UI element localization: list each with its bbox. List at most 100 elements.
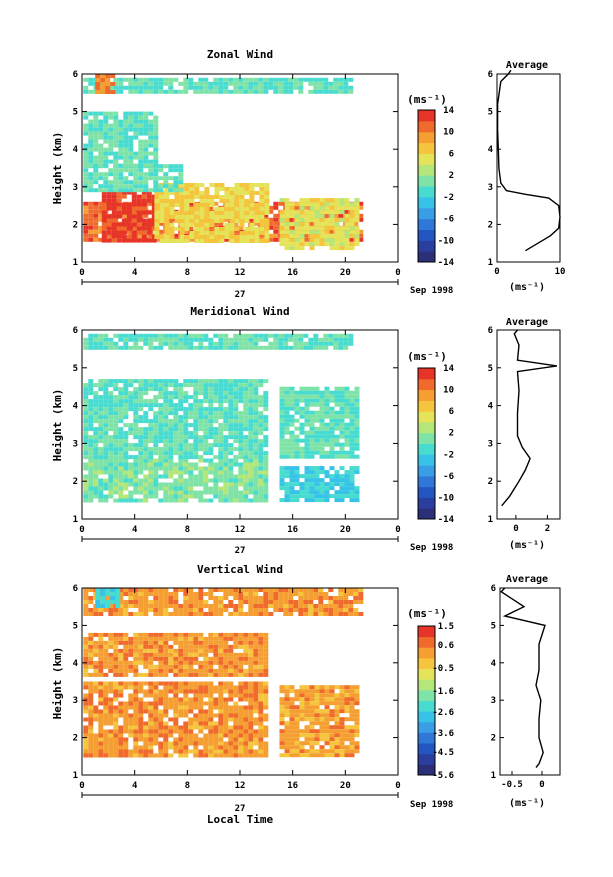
heatmap-cell <box>108 722 113 726</box>
heatmap-cell <box>138 379 143 383</box>
heatmap-cell <box>123 148 128 152</box>
heatmap-cell <box>168 176 173 180</box>
heatmap-cell <box>169 215 174 219</box>
heatmap-cell <box>183 754 188 758</box>
heatmap-cell <box>315 411 320 415</box>
heatmap-cell <box>218 649 223 653</box>
heatmap-cell <box>158 176 163 180</box>
heatmap-cell <box>295 721 300 725</box>
heatmap-cell <box>143 379 148 383</box>
heatmap-cell <box>340 210 345 214</box>
heatmap-cell <box>108 698 113 702</box>
heatmap-cell <box>325 733 330 737</box>
heatmap-cell <box>228 395 233 399</box>
heatmap-cell <box>335 737 340 741</box>
heatmap-cell <box>138 682 143 686</box>
heatmap-cell <box>93 140 98 144</box>
heatmap-cell <box>183 423 188 427</box>
heatmap-cell <box>320 455 325 459</box>
heatmap-cell <box>193 379 198 383</box>
heatmap-cell <box>345 455 350 459</box>
heatmap-cell <box>88 152 93 156</box>
heatmap-cell <box>98 694 103 698</box>
heatmap-cell <box>138 431 143 435</box>
heatmap-cell <box>113 612 118 616</box>
heatmap-cell <box>248 447 253 451</box>
heatmap-cell <box>113 140 118 144</box>
heatmap-cell <box>108 495 113 499</box>
heatmap-cell <box>253 479 258 483</box>
heatmap-cell <box>128 463 133 467</box>
heatmap-cell <box>98 467 103 471</box>
heatmap-cell <box>223 665 228 669</box>
heatmap-cell <box>143 160 148 164</box>
heatmap-cell <box>218 730 223 734</box>
heatmap-cell <box>188 475 193 479</box>
heatmap-cell <box>350 709 355 713</box>
heatmap-cell <box>198 596 203 600</box>
heatmap-cell <box>259 239 264 243</box>
average-x-tick-label: 0 <box>494 267 499 277</box>
heatmap-cell <box>123 604 128 608</box>
heatmap-cell <box>133 657 138 661</box>
heatmap-cell <box>98 661 103 665</box>
heatmap-cell <box>273 230 278 234</box>
heatmap-cell <box>108 479 113 483</box>
heatmap-cell <box>203 395 208 399</box>
heatmap-cell <box>158 387 163 391</box>
heatmap-cell <box>133 136 138 140</box>
heatmap-cell <box>248 690 253 694</box>
heatmap-cell <box>340 391 345 395</box>
heatmap-cell <box>288 82 293 86</box>
heatmap-cell <box>153 608 158 612</box>
heatmap-cell <box>83 128 88 132</box>
heatmap-cell <box>127 203 132 207</box>
heatmap-cell <box>310 705 315 709</box>
heatmap-cell <box>258 447 263 451</box>
heatmap-cell <box>263 82 268 86</box>
heatmap-cell <box>253 730 258 734</box>
heatmap-cell <box>123 383 128 387</box>
heatmap-cell <box>239 235 244 239</box>
heatmap-cell <box>168 742 173 746</box>
heatmap-cell <box>330 198 335 202</box>
heatmap-cell <box>163 443 168 447</box>
heatmap-cell <box>325 407 330 411</box>
heatmap-cell <box>315 202 320 206</box>
heatmap-cell <box>264 207 269 211</box>
heatmap-cell <box>183 86 188 90</box>
heatmap-cell <box>310 423 315 427</box>
heatmap-cell <box>315 198 320 202</box>
heatmap-cell <box>98 686 103 690</box>
heatmap-cell <box>203 487 208 491</box>
heatmap-cell <box>133 665 138 669</box>
heatmap-cell <box>228 645 233 649</box>
heatmap-cell <box>345 733 350 737</box>
heatmap-cell <box>335 741 340 745</box>
heatmap-cell <box>128 686 133 690</box>
heatmap-cell <box>113 132 118 136</box>
heatmap-cell <box>315 395 320 399</box>
heatmap-cell <box>88 222 93 226</box>
heatmap-cell <box>213 742 218 746</box>
heatmap-cell <box>123 180 128 184</box>
heatmap-cell <box>93 234 98 238</box>
heatmap-cell <box>117 203 122 207</box>
heatmap-cell <box>295 697 300 701</box>
heatmap-cell <box>320 427 325 431</box>
heatmap-cell <box>233 702 238 706</box>
heatmap-cell <box>113 439 118 443</box>
heatmap-cell <box>325 689 330 693</box>
heatmap-cell <box>173 714 178 718</box>
heatmap-cell <box>118 172 123 176</box>
heatmap-cell <box>168 164 173 168</box>
heatmap-cell <box>303 592 308 596</box>
heatmap-cell <box>253 588 258 592</box>
heatmap-cell <box>178 690 183 694</box>
heatmap-cell <box>88 447 93 451</box>
heatmap-cell <box>280 486 285 490</box>
heatmap-cell <box>143 411 148 415</box>
heatmap-cell <box>168 645 173 649</box>
heatmap-cell <box>243 419 248 423</box>
heatmap-cell <box>298 600 303 604</box>
